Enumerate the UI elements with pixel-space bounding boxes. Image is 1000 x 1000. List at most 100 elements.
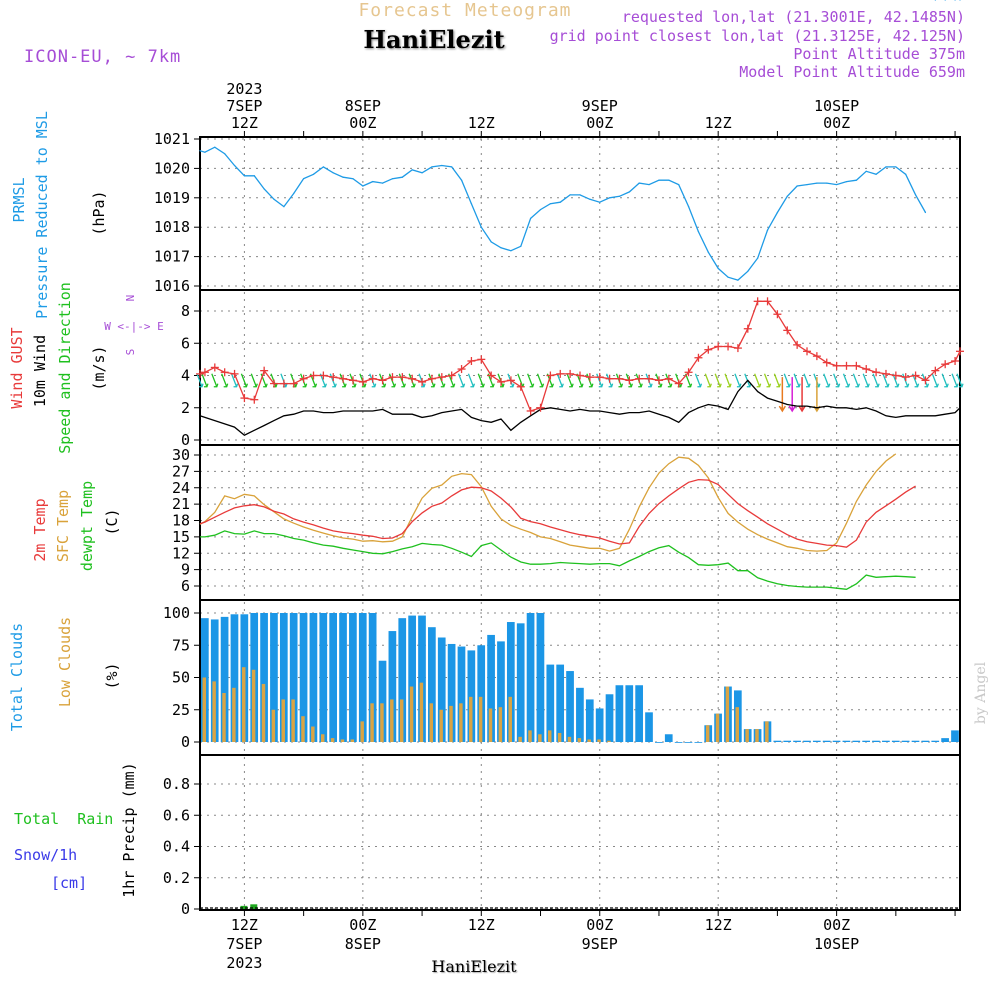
pressure-point <box>451 166 453 168</box>
total-cloud-bar <box>230 614 239 742</box>
bottom-time-label: 12Z <box>231 916 258 934</box>
wind-direction-arrow <box>556 373 563 387</box>
total-cloud-bar <box>931 740 940 742</box>
total-cloud-bar <box>694 742 703 743</box>
wind-direction-arrowhead <box>608 383 614 388</box>
low-cloud-bar <box>311 726 315 742</box>
total-cloud-bar <box>299 613 308 742</box>
wind-strong-arrowhead <box>788 405 796 413</box>
wind-direction-arrow <box>230 373 238 387</box>
pressure-point <box>303 178 305 180</box>
pressure-point <box>362 185 364 187</box>
info-requested: requested lon,lat (21.3001E, 42.1485N) <box>622 8 965 26</box>
total-cloud-bar <box>418 615 426 742</box>
bottom-time-label: 10SEP <box>814 935 859 953</box>
bottom-time-label: 00Z <box>823 916 850 934</box>
y-tick-label: 0 <box>181 733 190 751</box>
rain-bar <box>250 904 258 909</box>
low-cloud-label: Low Clouds <box>56 617 74 707</box>
low-cloud-bar <box>755 729 759 742</box>
total-cloud-bar <box>368 613 377 742</box>
y-tick-label: 18 <box>172 512 190 530</box>
pressure-point <box>599 201 601 203</box>
pressure-point <box>490 241 492 243</box>
total-cloud-bar <box>279 613 288 742</box>
wind-direction-arrowhead <box>875 383 880 388</box>
info-model-altitude: Model Point Altitude 659m <box>739 63 965 81</box>
model-name: ICON-EU, ~ 7km <box>24 47 181 67</box>
wind-direction-arrowhead <box>569 383 574 388</box>
wind-direction-arrowhead <box>450 383 456 388</box>
total-cloud-bar <box>428 627 436 742</box>
total-cloud-bar <box>437 637 446 742</box>
wind-direction-arrow <box>196 373 203 387</box>
wind-speed-line <box>199 379 961 436</box>
pressure-unit: (hPa) <box>90 190 108 235</box>
wind-direction-arrowhead <box>736 383 742 388</box>
pressure-point <box>579 194 581 196</box>
pressure-point <box>372 181 374 183</box>
wind-direction-arrowhead <box>312 383 318 388</box>
wind-direction-arrowhead <box>954 383 959 388</box>
y-tick-label: 27 <box>172 462 190 480</box>
wind-direction-arrow <box>833 373 840 387</box>
wind-direction-arrowhead <box>598 383 604 388</box>
total-cloud-bar <box>497 641 505 742</box>
pressure-point <box>569 194 571 196</box>
top-time-label: 00Z <box>586 114 613 132</box>
precip-labels: Total Rain Snow/1h [cm] 1hr Precip (mm) <box>14 762 138 897</box>
t2m-label: 2m Temp <box>31 498 49 561</box>
pressure-point <box>283 206 285 208</box>
low-cloud-bar <box>439 709 443 742</box>
top-time-label: 10SEP <box>814 97 859 115</box>
total-cloud-bar <box>803 740 811 742</box>
wind-direction-arrowhead <box>727 383 732 388</box>
low-cloud-bar <box>459 703 463 742</box>
total-cloud-bar <box>398 618 407 742</box>
wind-direction-arrowhead <box>421 383 426 388</box>
compass-west-east: W <-|-> E <box>104 320 164 333</box>
wind-direction-arrowhead <box>401 383 406 388</box>
wind-direction-arrow <box>754 373 761 387</box>
low-cloud-bar <box>518 736 522 742</box>
pressure-point <box>954 0 956 1</box>
panel-frame <box>199 136 961 291</box>
wind-direction-arrow <box>842 373 850 387</box>
total-cloud-bar <box>911 740 920 742</box>
low-cloud-bar <box>725 686 730 742</box>
wind-direction-arrow <box>872 373 879 387</box>
wind-direction-arrowhead <box>579 383 584 388</box>
total-cloud-bar <box>793 740 801 742</box>
wind-direction-arrow <box>457 373 465 387</box>
total-cloud-bar <box>625 685 634 742</box>
y-tick-label: 30 <box>172 446 190 464</box>
low-cloud-bar <box>478 696 483 742</box>
total-cloud-bar <box>260 613 268 742</box>
pressure-point <box>628 191 630 193</box>
total-cloud-bar <box>645 712 653 742</box>
pressure-point <box>776 211 779 214</box>
pressure-point <box>895 166 897 168</box>
wind-direction-arrowhead <box>381 383 387 388</box>
wind-unit: (m/s) <box>90 345 108 390</box>
wind-direction-arrowhead <box>539 383 545 388</box>
wind-direction-arrow <box>783 373 790 387</box>
wind-direction-arrow <box>862 373 869 387</box>
total-cloud-bar <box>655 742 663 743</box>
low-cloud-bar <box>291 699 295 742</box>
pressure-point <box>460 179 463 181</box>
pressure-point <box>737 279 739 281</box>
wind-direction-arrowhead <box>618 383 624 388</box>
wind-direction-arrowhead <box>549 383 555 388</box>
watermark: by Angel <box>973 661 989 724</box>
total-cloud-bar <box>566 671 574 742</box>
low-cloud-bar <box>232 687 236 742</box>
low-cloud-bar <box>449 705 453 742</box>
low-cloud-bar <box>528 730 532 742</box>
pressure-point <box>727 276 729 278</box>
pressure-point <box>214 146 216 148</box>
wind-direction-arrowhead <box>884 383 890 388</box>
wind-direction-arrow <box>773 373 781 387</box>
pressure-point <box>638 182 640 184</box>
